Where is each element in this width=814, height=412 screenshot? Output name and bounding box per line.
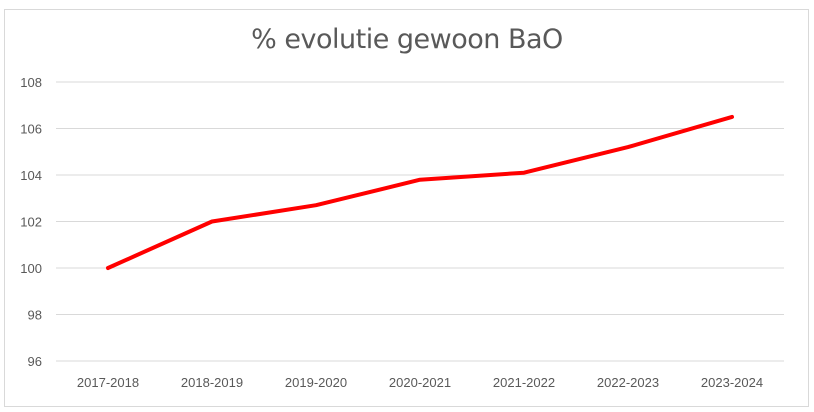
y-tick-label: 104 <box>20 168 42 183</box>
x-tick-label: 2021-2022 <box>493 375 555 390</box>
chart-area <box>4 9 809 407</box>
x-tick-label: 2019-2020 <box>285 375 347 390</box>
x-axis-ticks: 2017-2018 2018-2019 2019-2020 2020-2021 2021… <box>77 375 763 390</box>
y-tick-label: 108 <box>20 75 42 90</box>
y-tick-label: 102 <box>20 215 42 230</box>
y-tick-label: 106 <box>20 122 42 137</box>
y-tick-label: 98 <box>28 308 42 323</box>
x-tick-label: 2020-2021 <box>389 375 451 390</box>
x-tick-label: 2023-2024 <box>701 375 763 390</box>
y-tick-label: 100 <box>20 261 42 276</box>
y-tick-label: 96 <box>28 354 42 369</box>
data-line <box>106 114 734 270</box>
x-tick-label: 2022-2023 <box>597 375 659 390</box>
gridlines <box>56 81 784 362</box>
y-axis-ticks: 96 98 100 102 104 106 108 <box>20 75 42 369</box>
chart-title: % evolutie gewoon BaO <box>251 24 563 55</box>
x-tick-label: 2017-2018 <box>77 375 139 390</box>
x-tick-label: 2018-2019 <box>181 375 243 390</box>
